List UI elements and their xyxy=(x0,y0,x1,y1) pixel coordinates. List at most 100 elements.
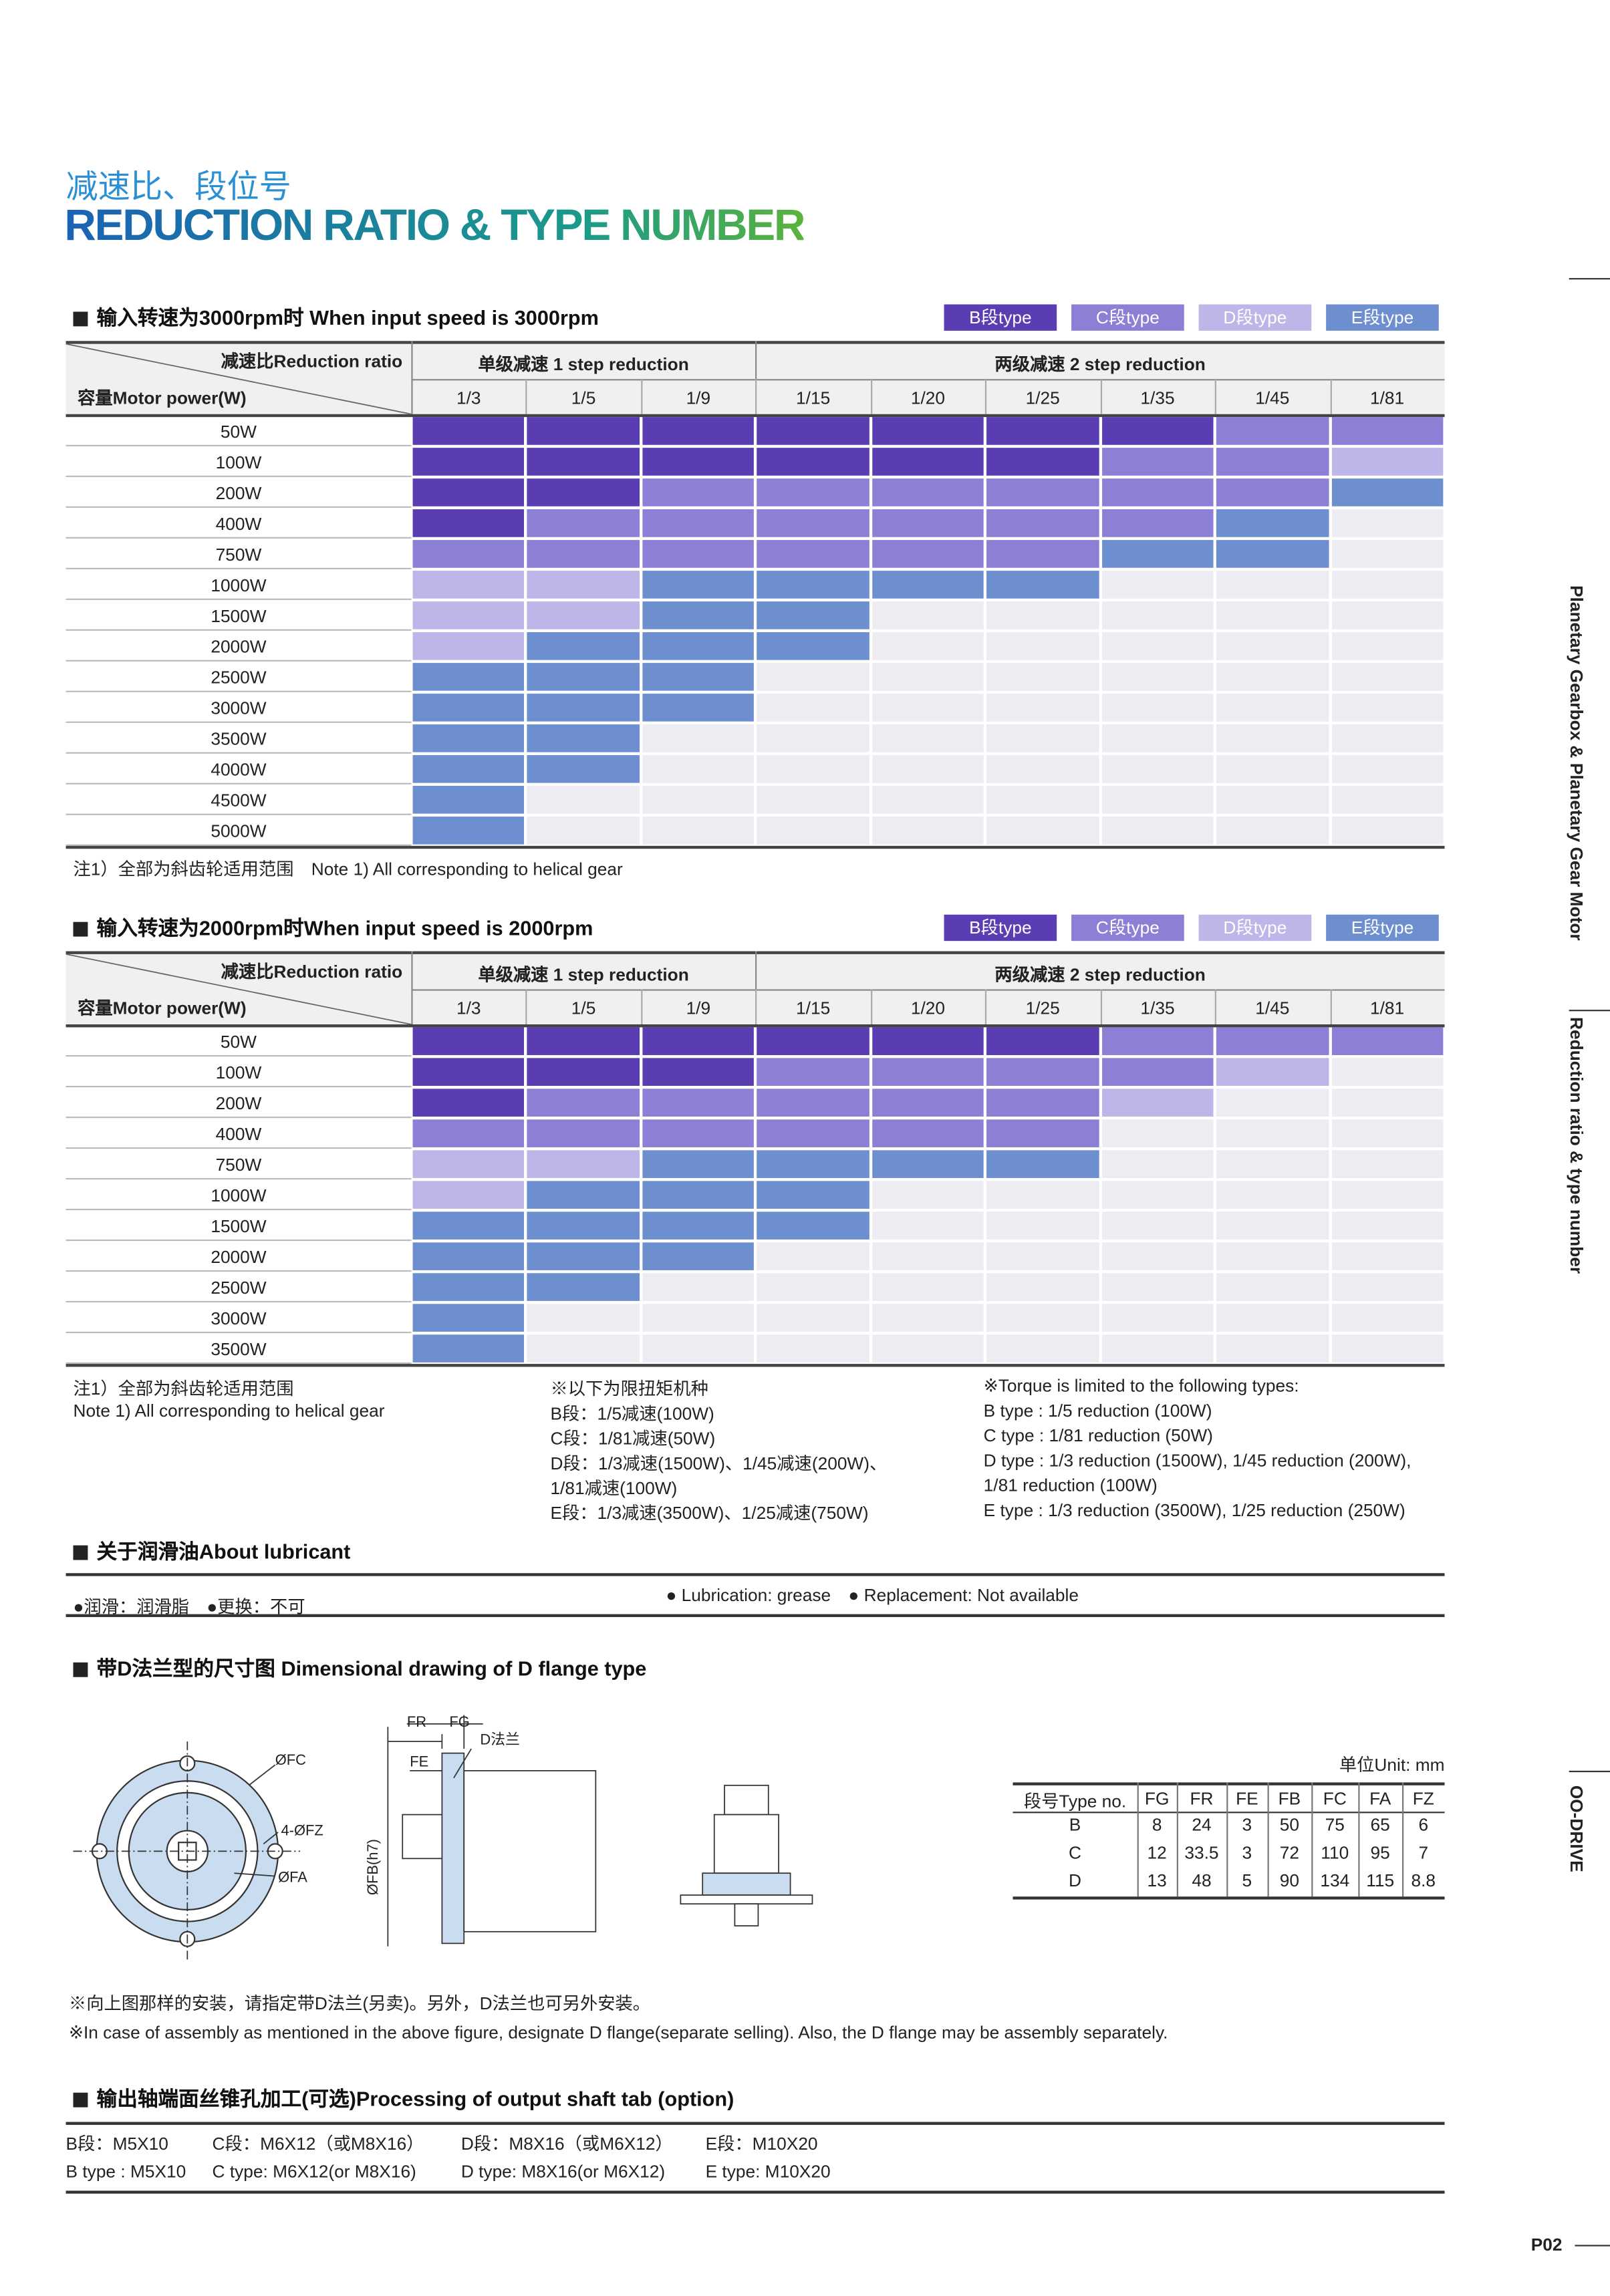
ratio-label: 1/5 xyxy=(571,998,596,1019)
type-cell xyxy=(757,817,869,845)
type-cell xyxy=(527,571,640,599)
type-cell xyxy=(1331,663,1444,691)
col-line xyxy=(1267,1782,1269,1897)
type-cell xyxy=(1331,1027,1444,1055)
col-line xyxy=(1402,1782,1404,1897)
type-cell xyxy=(1216,786,1329,814)
type-cell xyxy=(871,601,984,629)
corner-power: 容量Motor power(W) xyxy=(78,388,247,409)
type-cell xyxy=(757,1242,869,1270)
dim-header: FR xyxy=(1190,1788,1214,1809)
type-cell xyxy=(1101,786,1214,814)
type-cell xyxy=(412,417,525,445)
type-cell xyxy=(642,1304,755,1332)
corner-ratio: 减速比Reduction ratio xyxy=(221,351,403,372)
type-cell xyxy=(642,1150,755,1178)
dim-header: FZ xyxy=(1412,1788,1434,1809)
type-cell xyxy=(412,755,525,783)
type-cell xyxy=(986,509,1099,537)
dim-cell: 110 xyxy=(1321,1842,1349,1863)
row-line xyxy=(65,475,412,477)
type-cell xyxy=(871,1181,984,1209)
type-cell xyxy=(871,632,984,660)
dim-cell: C xyxy=(1069,1842,1082,1863)
legend-item: E段type xyxy=(1326,914,1439,942)
type-cell xyxy=(642,1242,755,1270)
table-note: 注1）全部为斜齿轮适用范围 Note 1) All corresponding … xyxy=(73,859,623,880)
type-cell xyxy=(527,478,640,507)
type-cell xyxy=(412,1058,525,1086)
type-cell xyxy=(527,1181,640,1209)
type-cell xyxy=(871,1027,984,1055)
torque-note: E段：1/3减速(3500W)、1/25减速(750W) xyxy=(550,1503,869,1524)
rule xyxy=(1569,1010,1610,1012)
type-cell xyxy=(1331,786,1444,814)
power-label: 3500W xyxy=(211,1338,267,1360)
col-line xyxy=(1358,1782,1360,1897)
type-cell xyxy=(642,1273,755,1301)
label-fc: ØFC xyxy=(275,1751,306,1768)
type-cell xyxy=(1216,571,1329,599)
type-cell xyxy=(871,1150,984,1178)
corner-diagonal xyxy=(65,343,412,414)
type-cell xyxy=(871,1304,984,1332)
type-cell xyxy=(412,1027,525,1055)
title-cn: 减速比、段位号 xyxy=(65,168,291,205)
power-label: 1500W xyxy=(211,605,267,627)
power-label: 100W xyxy=(215,1062,262,1083)
torque-note: 1/81减速(100W) xyxy=(550,1477,678,1499)
type-cell xyxy=(1331,1089,1444,1117)
type-cell xyxy=(757,417,869,445)
row-line xyxy=(65,1116,412,1119)
type-cell xyxy=(1216,1058,1329,1086)
type-cell xyxy=(757,1150,869,1178)
col-line xyxy=(1137,1782,1139,1897)
col-line xyxy=(1311,1782,1313,1897)
row-line xyxy=(65,1362,412,1365)
dim-cell: 95 xyxy=(1370,1842,1390,1863)
col-line xyxy=(1329,379,1331,414)
table-heading: 输入转速为2000rpm时When input speed is 2000rpm xyxy=(74,913,593,943)
dim-cell: 5 xyxy=(1242,1870,1252,1891)
type-cell xyxy=(871,724,984,752)
row-line xyxy=(65,721,412,723)
type-cell xyxy=(527,1242,640,1270)
type-cell xyxy=(1216,417,1329,445)
type-cell xyxy=(527,786,640,814)
row-line xyxy=(65,660,412,662)
type-cell xyxy=(986,1027,1099,1055)
type-cell xyxy=(527,817,640,845)
type-cell xyxy=(1331,1334,1444,1362)
type-cell xyxy=(1101,1211,1214,1240)
ratio-label: 1/25 xyxy=(1025,388,1060,409)
col-line xyxy=(870,989,872,1024)
type-cell xyxy=(986,478,1099,507)
power-label: 1000W xyxy=(211,575,267,596)
type-cell xyxy=(1101,1027,1214,1055)
col-line xyxy=(1214,379,1217,414)
rule xyxy=(1013,1812,1445,1814)
type-cell xyxy=(527,601,640,629)
type-cell xyxy=(412,571,525,599)
type-cell xyxy=(412,1273,525,1301)
output-cell: D段：M8X16（或M6X12） xyxy=(460,2134,673,2154)
type-cell xyxy=(642,417,755,445)
power-label: 2000W xyxy=(211,1246,267,1268)
type-cell xyxy=(1216,509,1329,537)
type-cell xyxy=(1101,663,1214,691)
type-cell xyxy=(757,1181,869,1209)
type-cell xyxy=(412,1334,525,1362)
label-dflange: D法兰 xyxy=(480,1731,520,1747)
type-cell xyxy=(642,478,755,507)
type-cell xyxy=(642,601,755,629)
col-line xyxy=(755,379,757,414)
legend-item: B段type xyxy=(944,914,1057,942)
group-label: 两级减速 2 step reduction xyxy=(994,353,1206,375)
col-line xyxy=(985,379,987,414)
rule xyxy=(65,341,1445,344)
type-cell xyxy=(1331,1211,1444,1240)
row-line xyxy=(65,598,412,600)
dim-header: 段号Type no. xyxy=(1023,1791,1127,1812)
type-cell xyxy=(757,1027,869,1055)
type-cell xyxy=(527,632,640,660)
